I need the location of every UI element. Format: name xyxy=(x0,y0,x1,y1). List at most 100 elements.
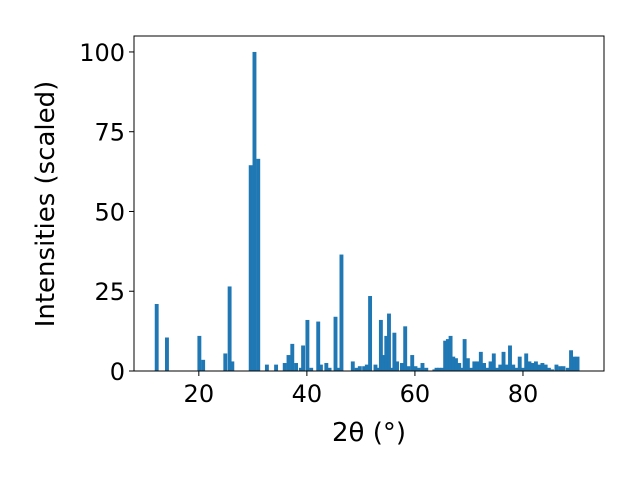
bar xyxy=(482,363,487,371)
bar xyxy=(395,361,400,371)
bar xyxy=(459,367,464,371)
bar xyxy=(364,364,369,371)
bar xyxy=(485,367,490,371)
bar xyxy=(316,321,321,371)
bar xyxy=(413,366,418,371)
bar xyxy=(521,367,525,371)
bar xyxy=(454,358,458,371)
bar xyxy=(478,351,483,371)
bar xyxy=(546,367,551,371)
bar xyxy=(524,353,529,371)
bar xyxy=(286,355,291,371)
y-tick-label: 50 xyxy=(94,198,125,226)
bar xyxy=(420,363,425,371)
bar xyxy=(432,369,437,371)
bar xyxy=(558,366,563,371)
bar xyxy=(501,351,506,371)
bar xyxy=(514,367,519,371)
bar xyxy=(462,339,467,371)
bar xyxy=(537,364,542,371)
bar xyxy=(223,353,228,371)
y-tick-label: 75 xyxy=(94,119,125,147)
bar xyxy=(540,363,545,371)
bar xyxy=(440,367,445,371)
x-tick-label: 80 xyxy=(508,380,539,408)
y-tick-label: 100 xyxy=(79,39,125,67)
bar xyxy=(406,366,411,371)
bar xyxy=(336,367,341,371)
bars-group xyxy=(154,51,580,371)
bar xyxy=(368,296,373,371)
bar xyxy=(227,286,232,371)
bar xyxy=(298,367,303,371)
bar xyxy=(504,364,509,371)
bar xyxy=(437,367,442,371)
bar xyxy=(543,364,548,371)
bar xyxy=(301,345,306,371)
bar xyxy=(248,165,253,371)
bar xyxy=(256,158,261,371)
bar xyxy=(424,367,429,371)
bar xyxy=(392,332,397,371)
bar xyxy=(495,367,499,371)
bar xyxy=(376,367,381,371)
bar xyxy=(252,51,257,371)
bar xyxy=(294,363,299,371)
bar xyxy=(333,316,338,371)
bar xyxy=(527,361,532,371)
plot-frame xyxy=(133,35,605,372)
bar xyxy=(451,356,456,371)
bar xyxy=(354,367,359,371)
y-tick-label: 25 xyxy=(94,278,125,306)
bar xyxy=(434,367,439,371)
bar xyxy=(309,367,314,371)
bar xyxy=(416,367,421,371)
bar xyxy=(381,355,386,371)
bar xyxy=(324,363,329,371)
y-tick-label: 0 xyxy=(110,358,125,386)
bar xyxy=(572,356,577,371)
bar xyxy=(498,364,503,371)
bar xyxy=(362,366,367,371)
bar xyxy=(410,355,415,371)
bar xyxy=(373,364,378,371)
x-tick-label: 60 xyxy=(400,380,431,408)
bar xyxy=(327,367,332,371)
bar xyxy=(339,254,344,371)
bar xyxy=(230,361,235,371)
bar xyxy=(201,359,206,371)
bar xyxy=(491,353,496,371)
bar xyxy=(290,343,295,371)
bar xyxy=(318,364,323,371)
bar xyxy=(350,361,355,371)
bar xyxy=(154,304,159,371)
bar xyxy=(448,335,453,371)
bar xyxy=(165,337,169,371)
bar xyxy=(400,363,404,371)
y-axis-ticks: 0 25 50 75 100 xyxy=(79,39,134,386)
bar xyxy=(565,367,570,371)
bar xyxy=(457,363,462,371)
bar xyxy=(357,366,362,371)
bar xyxy=(530,363,535,371)
bar xyxy=(465,358,470,371)
bar xyxy=(197,335,202,371)
bar xyxy=(508,345,512,371)
bar xyxy=(488,361,493,371)
y-axis-label: Intensities (scaled) xyxy=(31,81,61,328)
bar xyxy=(378,319,383,371)
bar xyxy=(472,361,477,371)
x-axis-label: 2θ (°) xyxy=(332,418,406,448)
bar xyxy=(384,335,389,371)
bar xyxy=(475,361,480,371)
bar xyxy=(305,319,310,371)
bar xyxy=(511,364,516,371)
bar xyxy=(403,326,408,371)
bar xyxy=(550,369,555,371)
bar xyxy=(554,364,559,371)
bar xyxy=(569,350,573,371)
x-axis-ticks: 20 40 60 80 xyxy=(184,371,539,408)
bar xyxy=(264,364,269,371)
bar xyxy=(517,356,522,371)
